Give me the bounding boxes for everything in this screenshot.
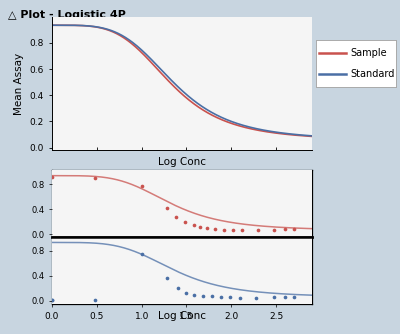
Point — [226, 294, 233, 300]
Point — [230, 227, 236, 232]
Point — [217, 294, 224, 300]
Point — [271, 294, 278, 300]
Point — [92, 175, 98, 180]
Point — [164, 276, 170, 281]
Point — [138, 251, 145, 257]
Point — [253, 295, 260, 300]
Point — [138, 183, 145, 189]
Y-axis label: Mean Assay: Mean Assay — [14, 52, 24, 115]
Point — [204, 226, 210, 231]
Point — [282, 226, 288, 232]
Point — [255, 227, 262, 232]
Text: △ Plot - Logistic 4P: △ Plot - Logistic 4P — [8, 10, 126, 20]
Point — [239, 227, 245, 232]
Point — [212, 226, 218, 232]
Point — [282, 294, 288, 300]
Point — [164, 205, 170, 210]
Point — [190, 222, 197, 228]
Point — [291, 294, 297, 300]
Point — [182, 219, 188, 224]
Point — [237, 295, 244, 300]
Point — [291, 226, 297, 232]
Point — [183, 290, 190, 295]
Text: Sample: Sample — [350, 48, 387, 58]
Point — [208, 294, 215, 299]
Point — [197, 224, 203, 230]
Point — [174, 286, 181, 291]
Point — [221, 227, 227, 232]
Point — [49, 175, 55, 180]
Text: Standard: Standard — [350, 69, 395, 79]
Text: Log Conc: Log Conc — [158, 311, 206, 321]
Point — [190, 292, 197, 297]
Point — [172, 214, 179, 219]
X-axis label: Log Conc: Log Conc — [158, 157, 206, 167]
Point — [271, 227, 278, 232]
Point — [92, 297, 98, 302]
Point — [49, 297, 55, 302]
Point — [200, 293, 206, 299]
Point — [49, 297, 55, 302]
